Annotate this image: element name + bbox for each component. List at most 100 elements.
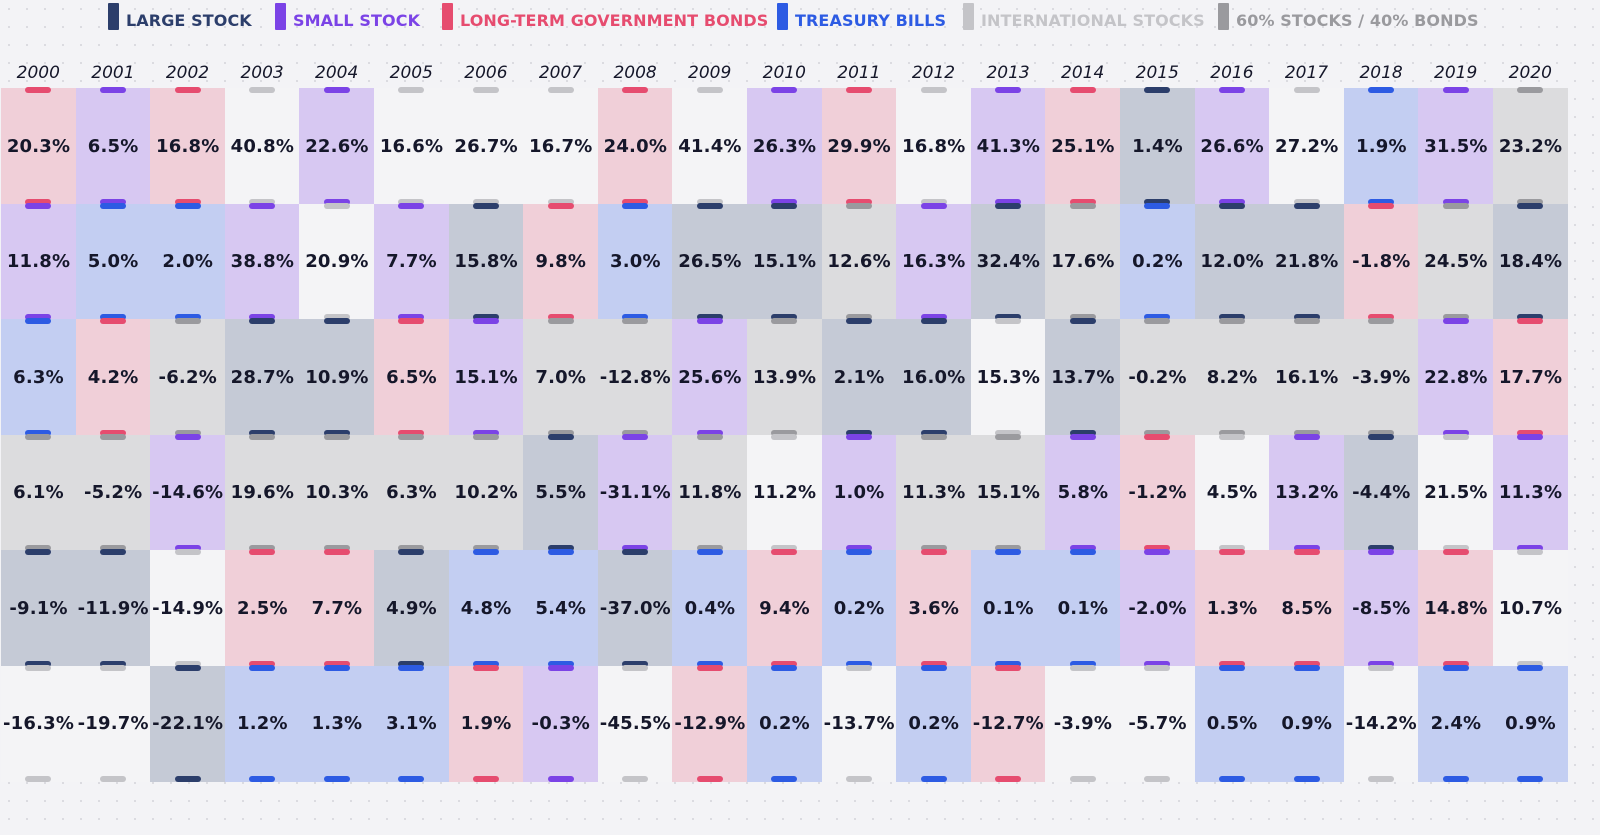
- return-cell-bonds: 14.8%: [1418, 550, 1494, 666]
- return-value: -19.7%: [77, 713, 149, 734]
- cell-bottom-marker: [472, 198, 499, 205]
- cell-bottom-marker: [1218, 545, 1245, 551]
- return-cell-large: 32.4%: [970, 203, 1046, 320]
- return-value: -5.2%: [83, 482, 143, 503]
- cell-bottom-marker: [920, 545, 947, 551]
- cell-top-marker: [920, 318, 947, 324]
- return-value: 15.1%: [976, 482, 1041, 503]
- cell-bottom-marker: [99, 660, 126, 667]
- cell-top-marker: [398, 433, 425, 440]
- return-cell-bonds: 3.6%: [896, 550, 972, 666]
- year-label: 2008: [613, 63, 657, 83]
- cell-top-marker: [174, 202, 201, 209]
- cell-top-marker: [696, 318, 723, 324]
- cell-bottom-marker: [696, 429, 723, 436]
- cell-bottom-marker: [622, 314, 649, 320]
- return-value: 6.3%: [386, 482, 437, 503]
- return-cell-tbills: 5.4%: [523, 550, 599, 666]
- return-value: 11.3%: [1498, 482, 1563, 503]
- return-cell-bonds: -12.7%: [970, 665, 1046, 782]
- cell-bottom-marker: [472, 660, 499, 667]
- return-cell-intl: -45.5%: [597, 665, 673, 782]
- cell-bottom-marker: [1218, 198, 1245, 205]
- cell-top-marker: [1218, 318, 1245, 324]
- year-label: 2001: [91, 63, 135, 83]
- cell-bottom-marker: [398, 776, 425, 782]
- return-cell-large: 12.0%: [1194, 203, 1270, 320]
- return-value: -12.8%: [599, 366, 671, 388]
- cell-top-marker: [25, 433, 52, 440]
- return-value: 6.5%: [386, 366, 437, 388]
- cell-bottom-marker: [771, 198, 798, 205]
- cell-bottom-marker: [1442, 776, 1469, 782]
- cell-top-marker: [547, 433, 574, 440]
- return-value: 0.1%: [1057, 597, 1109, 619]
- return-value: 22.8%: [1424, 366, 1488, 388]
- return-cell-tbills: 0.9%: [1493, 665, 1569, 782]
- cell-top-marker: [323, 318, 350, 324]
- cell-bottom-marker: [1442, 429, 1469, 436]
- legend-label: LONG-TERM GOVERNMENT BONDS: [460, 11, 769, 30]
- return-value: 25.1%: [1051, 135, 1115, 157]
- legend-item-tbills: TREASURY BILLS: [777, 2, 946, 30]
- cell-bottom-marker: [25, 198, 52, 205]
- return-value: -14.6%: [152, 482, 224, 503]
- cell-top-marker: [547, 87, 574, 93]
- cell-top-marker: [1293, 318, 1320, 324]
- return-cell-tbills: 4.8%: [448, 550, 524, 666]
- cell-top-marker: [1368, 549, 1395, 555]
- return-cell-large: -11.9%: [75, 550, 151, 666]
- cell-top-marker: [398, 87, 425, 93]
- return-cell-small: 25.6%: [672, 319, 748, 435]
- cell-top-marker: [547, 549, 574, 555]
- return-value: 0.1%: [982, 597, 1034, 619]
- cell-top-marker: [1218, 664, 1245, 671]
- cell-bottom-marker: [1069, 660, 1096, 667]
- cell-bottom-marker: [323, 545, 350, 551]
- cell-bottom-marker: [1517, 314, 1544, 320]
- cell-top-marker: [995, 433, 1022, 440]
- cell-bottom-marker: [249, 198, 276, 205]
- cell-top-marker: [1069, 433, 1096, 440]
- return-cell-small: 11.8%: [1, 203, 77, 320]
- cell-bottom-marker: [1144, 429, 1171, 436]
- return-value: -5.7%: [1128, 713, 1187, 734]
- cell-top-marker: [174, 664, 201, 671]
- cell-bottom-marker: [174, 198, 201, 205]
- return-value: -3.9%: [1053, 713, 1113, 734]
- return-cell-mix: -6.2%: [150, 319, 226, 435]
- return-value: 0.2%: [759, 713, 810, 734]
- cell-bottom-marker: [99, 314, 126, 320]
- legend-swatch: [442, 3, 453, 30]
- year-label: 2005: [389, 63, 433, 83]
- year-label: 2017: [1284, 63, 1329, 83]
- return-value: 18.4%: [1498, 251, 1563, 272]
- return-value: 28.7%: [230, 366, 295, 388]
- cell-top-marker: [25, 87, 52, 93]
- cell-bottom-marker: [1442, 198, 1469, 205]
- cell-bottom-marker: [398, 545, 425, 551]
- return-cell-mix: 6.3%: [374, 434, 450, 551]
- return-cell-mix: 10.3%: [299, 434, 375, 551]
- return-value: -13.7%: [823, 713, 895, 734]
- cell-top-marker: [174, 549, 201, 555]
- cell-top-marker: [1517, 87, 1544, 93]
- returns-grid: 20.3% 11.8% 6.3% 6.1% -9.1% -16.3% 6.5% 5.0% 4.2…: [0, 87, 1600, 798]
- cell-top-marker: [1442, 549, 1469, 555]
- cell-bottom-marker: [845, 545, 872, 551]
- return-cell-intl: 10.7%: [1493, 550, 1569, 666]
- cell-bottom-marker: [249, 776, 276, 782]
- cell-top-marker: [174, 87, 201, 93]
- return-cell-intl: 26.7%: [448, 88, 524, 204]
- return-cell-mix: 23.2%: [1493, 88, 1569, 204]
- cell-bottom-marker: [920, 429, 947, 436]
- return-value: 10.2%: [454, 482, 518, 503]
- cell-top-marker: [1144, 664, 1171, 671]
- return-value: 17.7%: [1498, 366, 1563, 388]
- cell-top-marker: [1218, 549, 1245, 555]
- cell-bottom-marker: [920, 660, 947, 667]
- cell-top-marker: [398, 202, 425, 209]
- cell-top-marker: [472, 549, 499, 555]
- return-cell-intl: -19.7%: [75, 665, 151, 782]
- return-value: -31.1%: [599, 482, 671, 503]
